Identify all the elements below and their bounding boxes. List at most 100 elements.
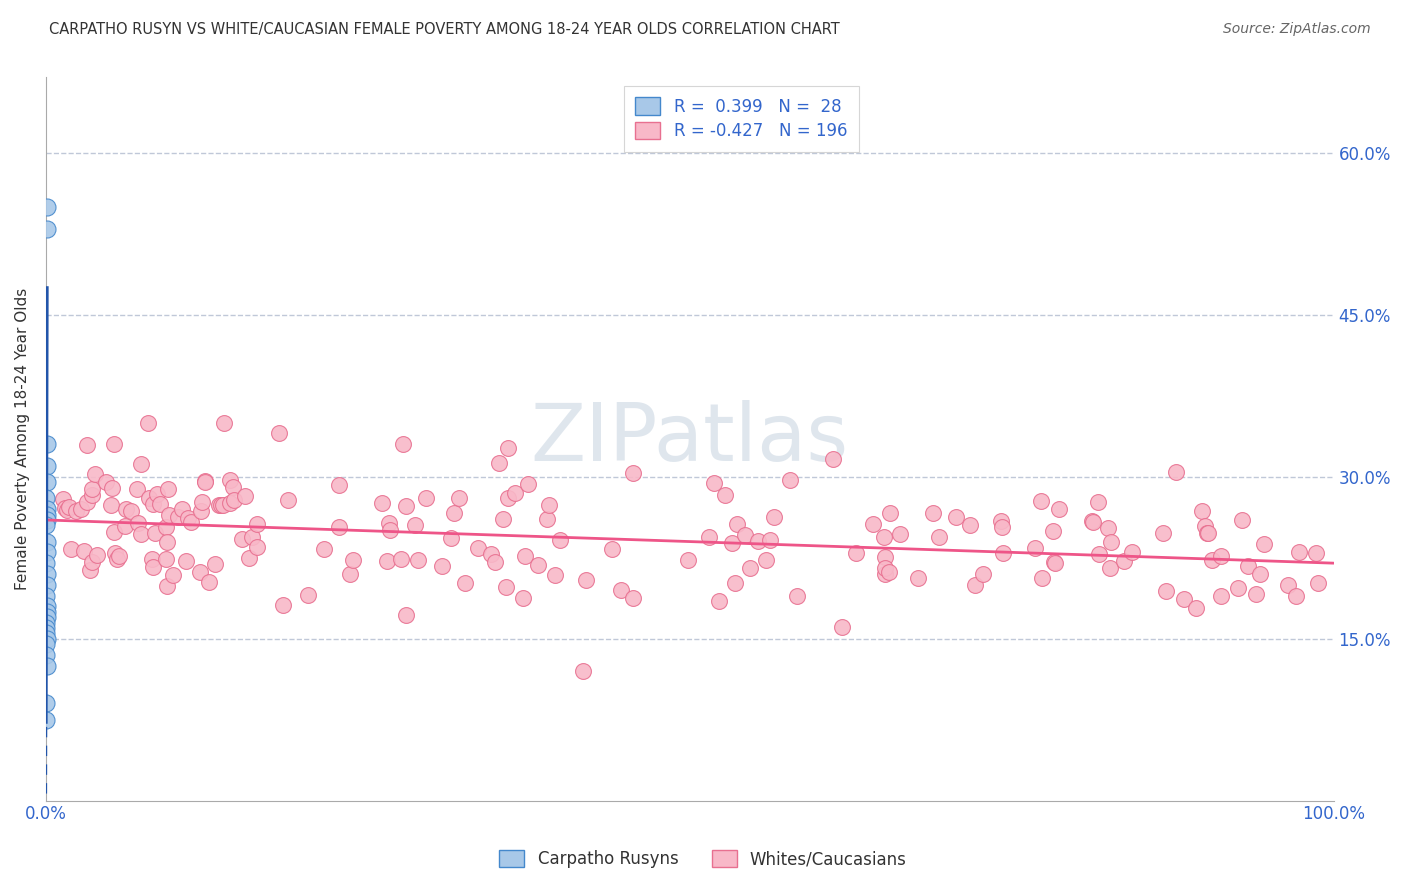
Point xyxy=(763,510,786,524)
Point xyxy=(1029,494,1052,508)
Point xyxy=(35,632,58,646)
Point xyxy=(35,610,58,624)
Point xyxy=(65,504,87,518)
Point xyxy=(167,510,190,524)
Point xyxy=(378,516,401,530)
Point xyxy=(377,554,399,568)
Point xyxy=(1211,549,1233,564)
Text: Source: ZipAtlas.com: Source: ZipAtlas.com xyxy=(1223,22,1371,37)
Point xyxy=(35,697,58,711)
Point xyxy=(602,542,624,557)
Point xyxy=(35,566,58,581)
Point xyxy=(845,546,868,560)
Legend: Carpatho Rusyns, Whites/Caucasians: Carpatho Rusyns, Whites/Caucasians xyxy=(492,843,914,875)
Point xyxy=(35,518,58,533)
Point xyxy=(219,473,242,487)
Point xyxy=(246,540,269,554)
Point xyxy=(779,473,801,487)
Point xyxy=(831,620,853,634)
Point xyxy=(35,458,58,473)
Point xyxy=(211,498,233,512)
Point xyxy=(35,556,58,570)
Point xyxy=(35,475,58,490)
Point xyxy=(51,492,73,507)
Point xyxy=(180,516,202,530)
Point xyxy=(342,552,364,566)
Point xyxy=(724,576,747,591)
Point xyxy=(548,533,571,547)
Point xyxy=(1288,545,1310,559)
Point xyxy=(392,437,415,451)
Point xyxy=(328,478,350,492)
Point xyxy=(80,554,103,568)
Point xyxy=(162,568,184,582)
Point xyxy=(1080,514,1102,528)
Point xyxy=(725,517,748,532)
Point xyxy=(125,482,148,496)
Point xyxy=(1097,520,1119,534)
Point xyxy=(755,553,778,567)
Point xyxy=(1087,494,1109,508)
Point xyxy=(312,541,335,556)
Point xyxy=(1230,513,1253,527)
Point xyxy=(467,541,489,556)
Point xyxy=(156,535,179,549)
Point xyxy=(1194,519,1216,533)
Point xyxy=(339,567,361,582)
Point xyxy=(875,561,897,575)
Point xyxy=(536,511,558,525)
Point xyxy=(120,504,142,518)
Point xyxy=(198,574,221,589)
Point xyxy=(1191,504,1213,518)
Point xyxy=(35,534,58,549)
Point xyxy=(991,546,1014,560)
Point xyxy=(1305,545,1327,559)
Point xyxy=(35,605,58,619)
Point xyxy=(76,438,98,452)
Point xyxy=(1227,581,1250,595)
Point xyxy=(35,578,58,592)
Point xyxy=(146,487,169,501)
Point xyxy=(35,513,58,527)
Point xyxy=(862,516,884,531)
Point xyxy=(537,498,560,512)
Point xyxy=(786,589,808,603)
Point xyxy=(408,552,430,566)
Point xyxy=(492,511,515,525)
Point xyxy=(70,502,93,516)
Point xyxy=(707,594,730,608)
Point xyxy=(395,608,418,623)
Point xyxy=(512,591,534,606)
Point xyxy=(35,648,58,662)
Point xyxy=(498,442,520,456)
Point xyxy=(35,491,58,506)
Point xyxy=(80,487,103,501)
Point xyxy=(328,520,350,534)
Point xyxy=(503,486,526,500)
Point xyxy=(177,511,200,525)
Point xyxy=(53,501,76,516)
Point xyxy=(1173,592,1195,607)
Point xyxy=(484,555,506,569)
Point xyxy=(488,456,510,470)
Point xyxy=(35,200,58,214)
Point xyxy=(1277,578,1299,592)
Point xyxy=(194,475,217,489)
Point xyxy=(404,517,426,532)
Point xyxy=(823,451,845,466)
Point xyxy=(222,492,245,507)
Point xyxy=(105,552,128,566)
Point xyxy=(432,558,454,573)
Point xyxy=(1209,589,1232,603)
Point xyxy=(297,588,319,602)
Point xyxy=(271,598,294,612)
Point xyxy=(204,557,226,571)
Point xyxy=(389,551,412,566)
Point xyxy=(963,578,986,592)
Point xyxy=(207,498,229,512)
Point xyxy=(415,491,437,505)
Point xyxy=(103,525,125,540)
Point xyxy=(447,491,470,506)
Point xyxy=(747,534,769,549)
Point xyxy=(572,664,595,678)
